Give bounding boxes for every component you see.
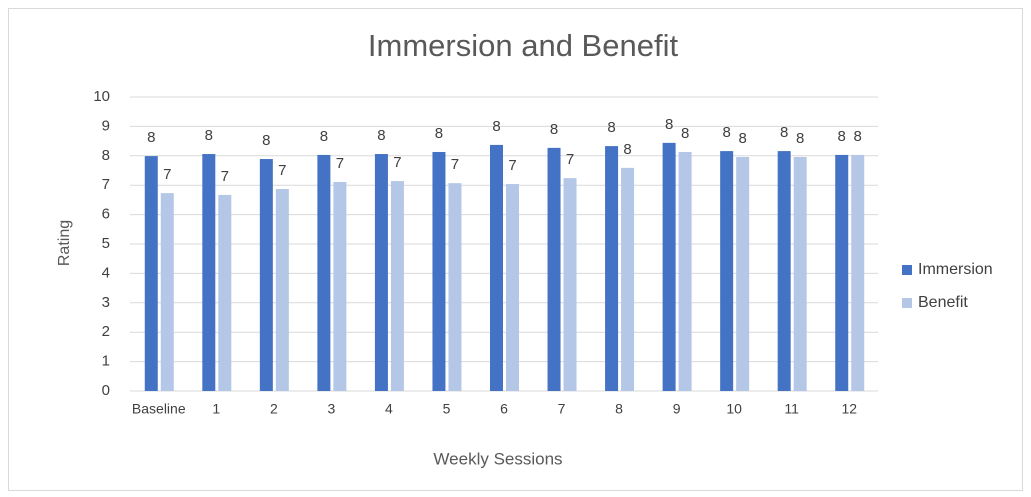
data-label: 7 (278, 162, 286, 179)
bar (259, 159, 273, 391)
bar (736, 156, 750, 391)
data-label: 8 (854, 128, 862, 145)
x-tick-label: 3 (327, 401, 335, 417)
data-label: 7 (451, 156, 459, 173)
bar (218, 194, 232, 391)
data-label: 8 (147, 129, 155, 146)
y-tick-label: 4 (102, 264, 110, 281)
data-label: 7 (508, 157, 516, 174)
bar (547, 147, 561, 391)
x-tick-label: 7 (558, 401, 566, 417)
data-label: 8 (205, 127, 213, 144)
x-tick-label: 10 (726, 401, 742, 417)
data-label: 8 (681, 125, 689, 142)
x-tick-label: Baseline (132, 401, 186, 417)
y-tick-label: 7 (102, 176, 110, 193)
data-label: 8 (320, 128, 328, 145)
legend-swatch (902, 265, 912, 275)
data-label: 8 (492, 118, 500, 135)
legend-swatch (902, 298, 912, 308)
data-label: 8 (435, 125, 443, 142)
bar (144, 156, 158, 391)
bar (720, 151, 734, 391)
y-tick-label: 8 (102, 147, 110, 164)
data-label: 8 (550, 121, 558, 138)
bar (448, 183, 462, 391)
y-tick-label: 0 (102, 382, 110, 399)
data-label: 8 (623, 141, 631, 158)
x-tick-label: 8 (615, 401, 623, 417)
bar (678, 151, 692, 391)
y-tick-label: 9 (102, 117, 110, 134)
data-label: 7 (566, 151, 574, 168)
y-tick-label: 3 (102, 294, 110, 311)
x-tick-label: 5 (443, 401, 451, 417)
y-axis-label: Rating (56, 220, 73, 266)
data-label: 7 (393, 154, 401, 171)
bar (621, 167, 635, 391)
x-tick-label: 1 (212, 401, 220, 417)
bar (202, 154, 216, 391)
data-label: 8 (780, 124, 788, 141)
bar (317, 154, 331, 391)
legend-label: Benefit (918, 294, 968, 311)
data-label: 8 (838, 128, 846, 145)
bar (490, 144, 503, 391)
chart-title: Immersion and Benefit (368, 28, 679, 63)
y-tick-label: 10 (93, 88, 110, 105)
bar (275, 189, 289, 391)
bar (563, 178, 577, 391)
bar (160, 193, 174, 391)
x-axis-label: Weekly Sessions (433, 449, 562, 468)
data-label: 8 (262, 132, 270, 149)
data-label: 8 (738, 130, 746, 147)
bar (390, 181, 404, 391)
bar (506, 184, 519, 391)
bar (662, 142, 676, 391)
data-label: 8 (607, 119, 615, 136)
y-tick-label: 1 (102, 353, 110, 370)
bar (777, 151, 791, 391)
bar (374, 154, 388, 391)
bar (605, 146, 619, 391)
bar (432, 151, 446, 391)
bar (835, 154, 849, 391)
bar (851, 154, 865, 391)
x-tick-label: 2 (270, 401, 278, 417)
bar (793, 156, 807, 391)
y-tick-label: 5 (102, 235, 110, 252)
data-label: 8 (722, 124, 730, 141)
y-tick-label: 2 (102, 323, 110, 340)
data-label: 7 (336, 155, 344, 172)
x-tick-label: 4 (385, 401, 393, 417)
data-label: 8 (377, 127, 385, 144)
data-label: 7 (163, 166, 171, 183)
bar (333, 181, 347, 391)
x-tick-label: 12 (841, 401, 857, 417)
x-tick-label: 6 (500, 401, 508, 417)
x-tick-label: 11 (784, 401, 799, 417)
data-label: 8 (796, 130, 804, 147)
legend-label: Immersion (918, 261, 993, 278)
data-label: 8 (665, 116, 673, 133)
data-label: 7 (221, 168, 229, 185)
y-tick-label: 6 (102, 206, 110, 223)
x-tick-label: 9 (673, 401, 681, 417)
